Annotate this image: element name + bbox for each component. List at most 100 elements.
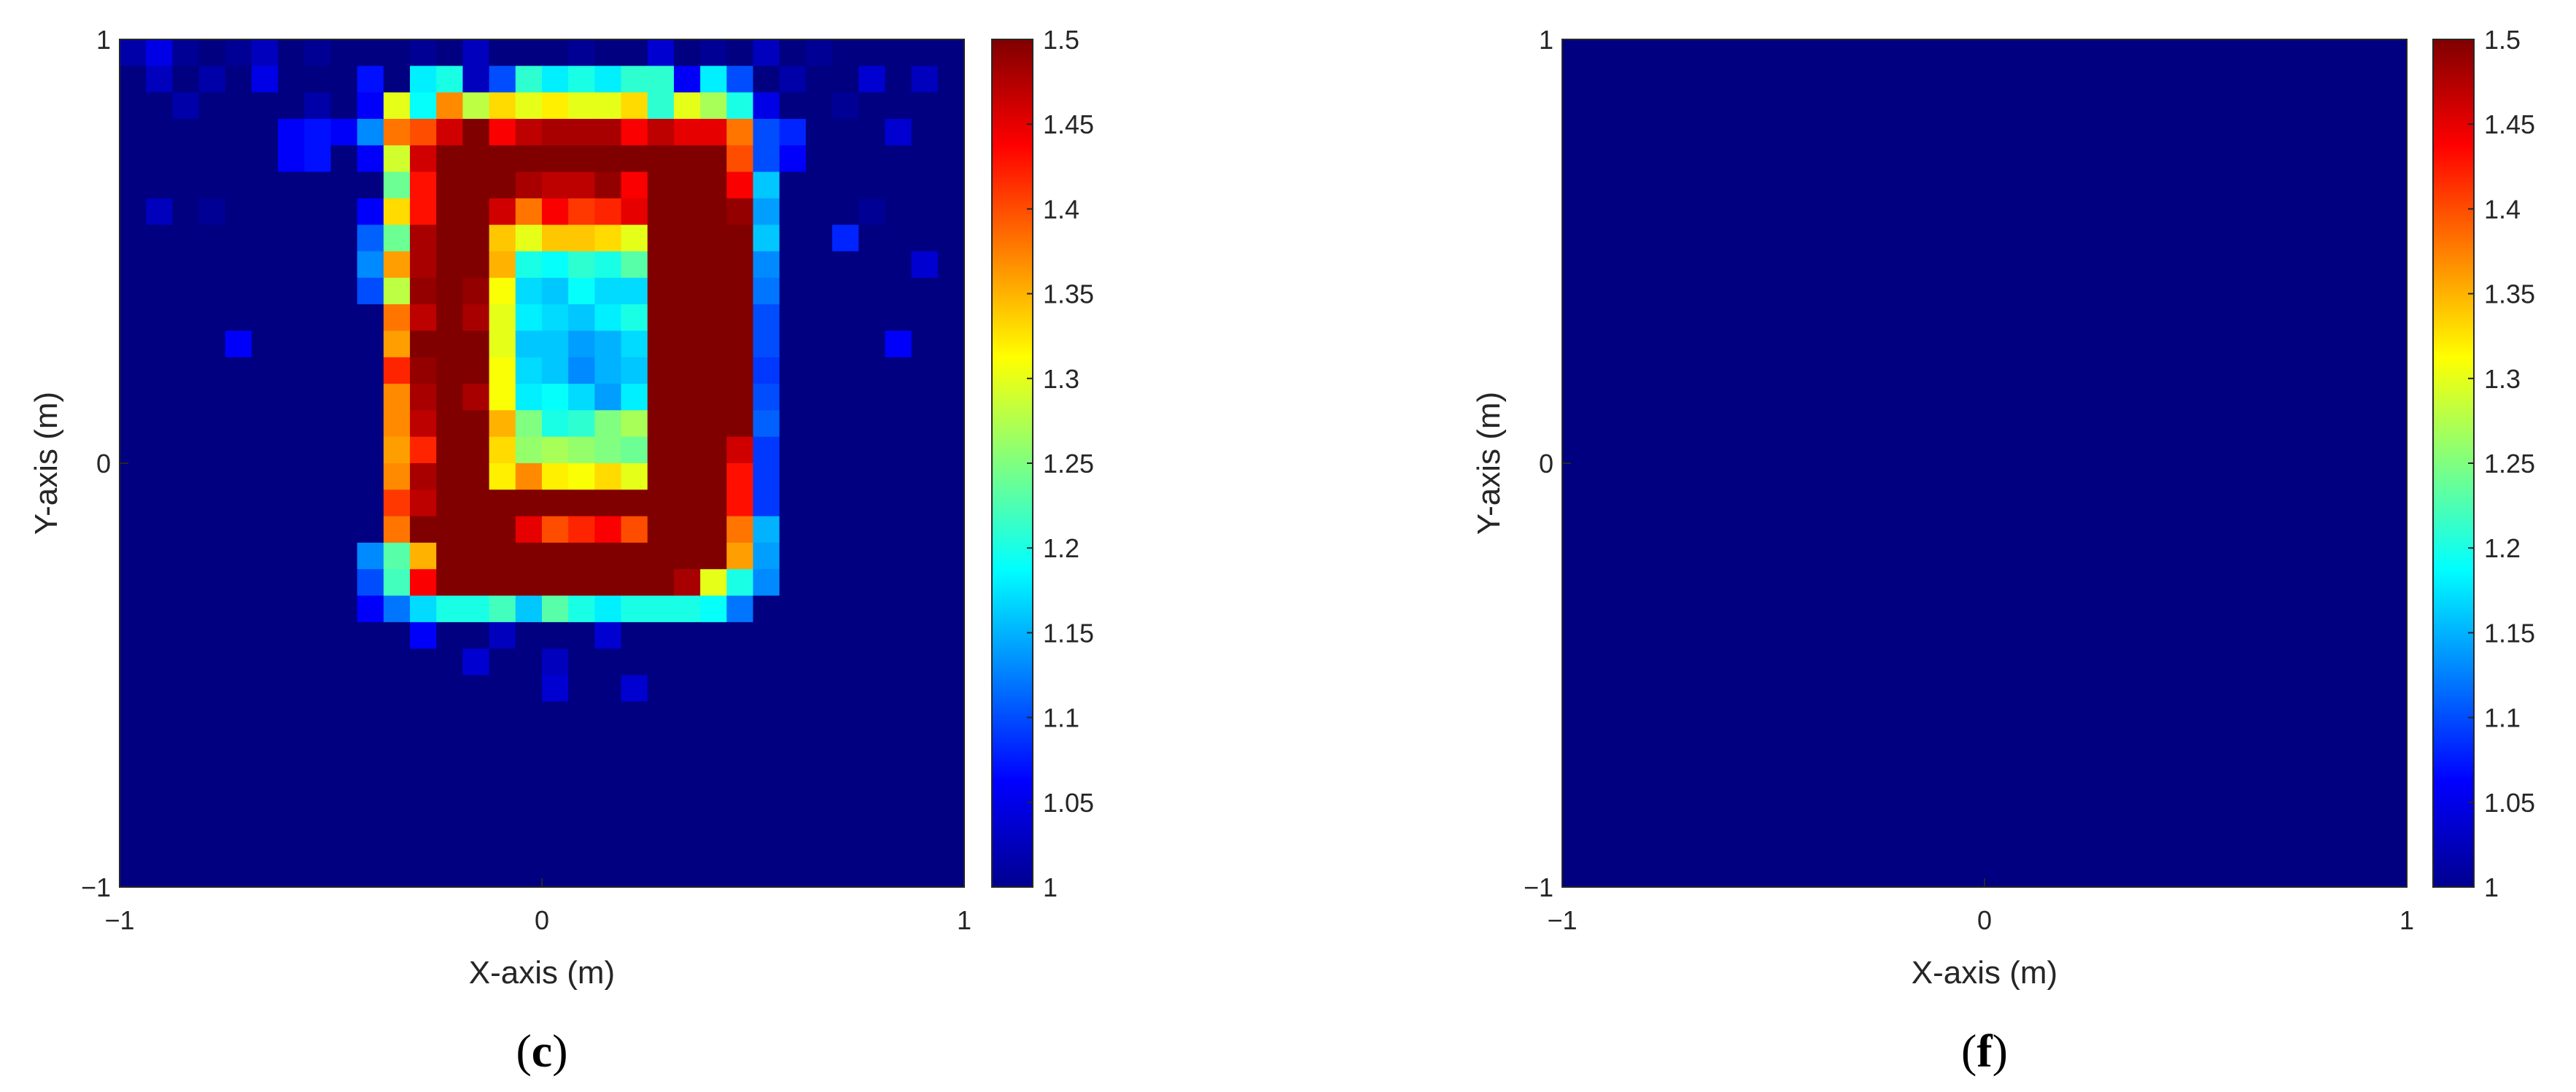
heatmap-cell bbox=[172, 357, 200, 384]
heatmap-cell bbox=[2090, 225, 2117, 252]
heatmap-cell bbox=[1853, 198, 1879, 225]
heatmap-cell bbox=[858, 728, 886, 756]
heatmap-cell bbox=[1985, 304, 2011, 332]
heatmap-cell bbox=[2090, 489, 2117, 517]
heatmap-cell bbox=[2116, 66, 2144, 93]
heatmap-cell bbox=[2275, 860, 2302, 888]
heatmap-cell bbox=[2222, 701, 2249, 729]
heatmap-cell bbox=[304, 330, 332, 358]
heatmap-cell bbox=[1562, 384, 1589, 411]
heatmap-cell bbox=[885, 621, 912, 649]
heatmap-cell bbox=[1747, 198, 1774, 225]
heatmap-cell bbox=[700, 808, 727, 835]
heatmap-cell bbox=[2195, 569, 2223, 597]
heatmap-cell bbox=[700, 569, 727, 597]
heatmap-cell bbox=[2090, 357, 2117, 384]
heatmap-cell bbox=[1985, 410, 2011, 438]
heatmap-cell bbox=[805, 463, 833, 490]
heatmap-cell bbox=[2275, 648, 2302, 676]
heatmap-cell bbox=[120, 463, 147, 490]
heatmap-cell bbox=[2090, 39, 2117, 66]
heatmap-cell bbox=[2195, 463, 2223, 490]
heatmap-cell bbox=[278, 118, 305, 146]
heatmap-cell bbox=[1667, 357, 1695, 384]
heatmap-cell bbox=[779, 171, 807, 199]
heatmap-cell bbox=[542, 621, 569, 649]
heatmap-cell bbox=[568, 225, 595, 252]
heatmap-cell bbox=[2143, 225, 2170, 252]
heatmap-cell bbox=[2195, 66, 2223, 93]
heatmap-cell bbox=[1985, 171, 2011, 199]
heatmap-cell bbox=[1641, 198, 1669, 225]
heatmap-cell bbox=[515, 860, 543, 888]
heatmap-cell bbox=[1958, 357, 1985, 384]
heatmap-cell bbox=[700, 728, 727, 756]
heatmap-cell bbox=[410, 171, 437, 199]
heatmap-cell bbox=[489, 463, 516, 490]
heatmap-cell bbox=[383, 92, 411, 120]
heatmap-cell bbox=[832, 198, 859, 225]
heatmap-cell bbox=[1694, 781, 1721, 808]
heatmap-cell bbox=[489, 489, 516, 517]
heatmap-cell bbox=[726, 384, 754, 411]
heatmap-cell bbox=[251, 330, 279, 358]
heatmap-cell bbox=[858, 118, 886, 146]
heatmap-cell bbox=[1615, 754, 1642, 782]
colorbar-tick-label: 1.2 bbox=[2484, 533, 2521, 563]
heatmap-cell bbox=[885, 436, 912, 464]
x-ticks-f: −1 0 1 bbox=[1547, 878, 2414, 935]
heatmap-cell bbox=[1747, 516, 1774, 543]
heatmap-cell bbox=[1826, 728, 1853, 756]
heatmap-cell bbox=[410, 463, 437, 490]
heatmap-cell bbox=[120, 357, 147, 384]
heatmap-cell bbox=[1720, 675, 1747, 702]
heatmap-cell bbox=[1562, 304, 1589, 332]
heatmap-cell bbox=[198, 569, 226, 597]
heatmap-cell bbox=[858, 251, 886, 279]
heatmap-cell bbox=[2380, 516, 2408, 543]
heatmap-cell bbox=[2380, 118, 2408, 146]
heatmap-cell bbox=[2116, 569, 2144, 597]
heatmap-cell bbox=[1694, 834, 1721, 861]
heatmap-cell bbox=[2143, 92, 2170, 120]
heatmap-cell bbox=[885, 754, 912, 782]
heatmap-cell bbox=[1985, 860, 2011, 888]
heatmap-cell bbox=[198, 384, 226, 411]
heatmap-cell bbox=[911, 304, 939, 332]
heatmap-cell bbox=[726, 489, 754, 517]
heatmap-cell bbox=[278, 595, 305, 623]
heatmap-cell bbox=[330, 277, 358, 305]
heatmap-cell bbox=[2011, 330, 2038, 358]
heatmap-cell bbox=[410, 304, 437, 332]
heatmap-cell bbox=[2380, 304, 2408, 332]
heatmap-cell bbox=[673, 860, 701, 888]
heatmap-cell bbox=[172, 834, 200, 861]
heatmap-cell bbox=[304, 39, 332, 66]
heatmap-cell bbox=[462, 648, 490, 676]
heatmap-cell bbox=[489, 754, 516, 782]
heatmap-cell bbox=[2169, 39, 2197, 66]
heatmap-cell bbox=[1747, 277, 1774, 305]
heatmap-cell bbox=[1931, 808, 1959, 835]
heatmap-cell bbox=[515, 754, 543, 782]
heatmap-cell bbox=[1931, 198, 1959, 225]
heatmap-cell bbox=[1853, 357, 1879, 384]
colorbar-tick-label: 1.1 bbox=[2484, 703, 2521, 733]
heatmap-cell bbox=[225, 754, 252, 782]
heatmap-cell bbox=[937, 569, 965, 597]
heatmap-cell bbox=[1958, 39, 1985, 66]
heatmap-cell bbox=[2116, 330, 2144, 358]
heatmap-cell bbox=[1562, 595, 1589, 623]
heatmap-cell bbox=[673, 781, 701, 808]
heatmap-cell bbox=[1747, 436, 1774, 464]
heatmap-cell bbox=[2327, 225, 2355, 252]
heatmap-cell bbox=[2327, 489, 2355, 517]
heatmap-cell bbox=[1615, 834, 1642, 861]
heatmap-cell bbox=[2037, 436, 2065, 464]
x-tick-label: 1 bbox=[2400, 905, 2414, 935]
heatmap-cell bbox=[832, 145, 859, 173]
heatmap-cell bbox=[1879, 66, 1906, 93]
heatmap-cell bbox=[251, 621, 279, 649]
heatmap-cell bbox=[832, 277, 859, 305]
heatmap-cell bbox=[410, 860, 437, 888]
